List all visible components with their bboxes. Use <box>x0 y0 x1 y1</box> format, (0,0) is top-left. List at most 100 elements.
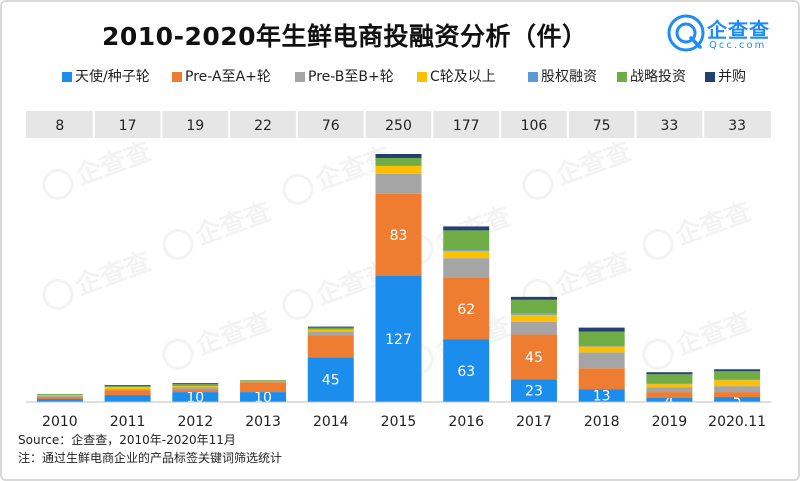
x-tick-label: 2018 <box>584 414 620 430</box>
total-value: 33 <box>660 118 678 134</box>
watermark-text: 企查查 <box>671 306 755 362</box>
watermark-logo-icon <box>282 288 314 320</box>
total-value: 177 <box>453 118 480 134</box>
watermark: 企查查 <box>162 196 275 260</box>
bar-segment <box>714 371 761 380</box>
bar-segment <box>307 335 354 358</box>
legend-swatch <box>528 72 538 82</box>
bar-segment <box>104 389 151 391</box>
bar-segment <box>714 392 761 398</box>
watermark-text: 企查查 <box>71 136 155 192</box>
data-label: 5 <box>733 393 742 409</box>
bar-segment <box>307 326 354 328</box>
totals-row <box>26 111 771 138</box>
data-label: 23 <box>525 384 543 400</box>
total-value: 75 <box>593 118 611 134</box>
total-value: 33 <box>728 118 746 134</box>
bar-segment <box>714 397 761 402</box>
watermark: 企查查 <box>42 136 155 200</box>
legend-label: C轮及以上 <box>430 69 496 85</box>
bar-segment <box>104 395 151 402</box>
bar-segment <box>646 387 693 393</box>
note-text: 注：通过生鲜电商企业的产品标签关键词筛选统计 <box>18 451 283 465</box>
x-tick-label: 2011 <box>110 414 146 430</box>
bar-segment <box>510 296 557 300</box>
bar-segment <box>375 154 422 158</box>
data-label: 45 <box>322 373 340 389</box>
bar-segment <box>646 372 693 375</box>
bar-segment <box>36 395 83 397</box>
x-tick-label: 2014 <box>313 414 349 430</box>
bar-segment <box>172 389 219 393</box>
watermark-logo-icon <box>42 278 74 310</box>
bar-segment <box>36 399 83 402</box>
watermark-logo-icon <box>282 173 314 205</box>
total-value: 8 <box>55 118 64 134</box>
legend-label: Pre-A至A+轮 <box>185 69 271 85</box>
brand-logo: 企查查 Qcc.com <box>667 12 787 56</box>
watermark: 企查查 <box>522 136 635 200</box>
bar-segment <box>578 368 625 390</box>
data-label: 10 <box>254 390 272 406</box>
watermark: 企查查 <box>162 306 275 370</box>
bar-segment <box>510 313 557 315</box>
legend-swatch <box>417 72 427 82</box>
watermark-text: 企查查 <box>551 136 635 192</box>
bar-segment <box>510 334 557 380</box>
bar-segment <box>172 392 219 402</box>
bar-segment <box>307 331 354 336</box>
watermark-text: 企查查 <box>551 246 635 302</box>
bar-segment <box>646 398 693 402</box>
bar-segment <box>443 251 490 259</box>
bar-segment <box>104 387 151 390</box>
chart-title: 2010-2020年生鲜电商投融资分析（件） <box>102 22 588 51</box>
bar-segment <box>510 321 557 335</box>
x-tick-label: 2010 <box>42 414 78 430</box>
legend-label: Pre-B至B+轮 <box>308 69 394 85</box>
data-label: 127 <box>385 332 412 348</box>
total-value: 250 <box>385 118 412 134</box>
bar-segment <box>510 314 557 322</box>
x-tick-label: 2020.11 <box>708 414 766 430</box>
bar-segment <box>443 278 490 340</box>
bar-segment <box>714 386 761 393</box>
bar-segment <box>578 352 625 369</box>
bar-segment <box>510 299 557 314</box>
legend-swatch <box>62 72 72 82</box>
logo-name: 企查查 <box>707 18 770 42</box>
qcc-logo-icon <box>667 14 705 52</box>
watermark: 企查查 <box>642 196 755 260</box>
bar-segment <box>578 331 625 346</box>
watermark-text: 企查查 <box>71 246 155 302</box>
bar-segment <box>443 230 490 251</box>
data-label: 4 <box>665 393 674 409</box>
bar-segment <box>104 390 151 396</box>
data-label: 63 <box>457 364 475 380</box>
bar-segment <box>578 345 625 347</box>
legend-label: 天使/种子轮 <box>75 69 150 85</box>
bar-segment <box>443 250 490 252</box>
bar-segment <box>578 346 625 353</box>
legend-label: 股权融资 <box>541 69 597 85</box>
x-tick-label: 2012 <box>177 414 213 430</box>
watermark-text: 企查查 <box>191 196 275 252</box>
bar-segment <box>646 384 693 388</box>
bar-segment <box>646 392 693 399</box>
watermark-text: 企查查 <box>671 196 755 252</box>
bar-segment <box>578 327 625 332</box>
watermark-logo-icon <box>642 228 674 260</box>
legend-swatch <box>172 72 182 82</box>
total-value: 22 <box>254 118 272 134</box>
x-tick-label: 2019 <box>652 414 688 430</box>
bar-segment <box>36 394 83 396</box>
bar-segment <box>375 276 422 402</box>
x-tick-label: 2016 <box>448 414 484 430</box>
total-value: 19 <box>186 118 204 134</box>
bar-segment <box>240 380 287 382</box>
watermark-logo-icon <box>522 168 554 200</box>
legend-label: 并购 <box>718 69 746 85</box>
bar-segment <box>714 380 761 387</box>
legend-swatch <box>705 72 715 82</box>
